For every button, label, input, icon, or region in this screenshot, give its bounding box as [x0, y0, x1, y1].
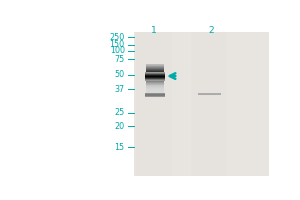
- Bar: [134, 32, 269, 176]
- Text: 150: 150: [110, 40, 125, 49]
- Text: 100: 100: [110, 46, 125, 55]
- Bar: [146, 67, 164, 68]
- Bar: [146, 84, 164, 85]
- Bar: [146, 70, 164, 71]
- Bar: [145, 72, 165, 73]
- Bar: [146, 91, 164, 92]
- Bar: [145, 76, 165, 77]
- Bar: [145, 77, 165, 78]
- Bar: [145, 80, 165, 81]
- Bar: [146, 80, 164, 81]
- Text: 25: 25: [114, 108, 125, 117]
- Bar: [146, 81, 164, 82]
- Bar: [191, 32, 227, 176]
- Bar: [146, 88, 164, 89]
- Bar: [146, 78, 164, 79]
- Bar: [145, 75, 165, 76]
- Bar: [136, 32, 172, 176]
- Text: 15: 15: [115, 143, 125, 152]
- Bar: [145, 74, 165, 75]
- Bar: [146, 89, 164, 90]
- Bar: [146, 64, 164, 65]
- Bar: [145, 73, 165, 74]
- Bar: [146, 83, 164, 84]
- Bar: [146, 65, 164, 66]
- Text: 1: 1: [151, 26, 157, 35]
- Bar: [146, 74, 164, 75]
- Bar: [146, 73, 164, 74]
- Bar: [146, 82, 164, 83]
- Bar: [146, 77, 164, 78]
- Text: 250: 250: [110, 33, 125, 42]
- Text: 20: 20: [115, 122, 125, 131]
- Bar: [145, 79, 165, 80]
- Text: 37: 37: [115, 85, 125, 94]
- Text: 50: 50: [115, 70, 125, 79]
- Bar: [146, 85, 164, 86]
- Bar: [146, 92, 164, 93]
- Bar: [146, 68, 164, 69]
- Bar: [146, 79, 164, 80]
- Bar: [146, 87, 164, 88]
- Bar: [146, 69, 164, 70]
- Bar: [146, 90, 164, 91]
- Bar: [146, 76, 164, 77]
- Text: 75: 75: [114, 55, 125, 64]
- Text: 2: 2: [208, 26, 214, 35]
- Bar: [146, 72, 164, 73]
- Bar: [146, 75, 164, 76]
- Bar: [145, 78, 165, 79]
- Bar: [146, 86, 164, 87]
- Bar: [146, 71, 164, 72]
- Bar: [146, 66, 164, 67]
